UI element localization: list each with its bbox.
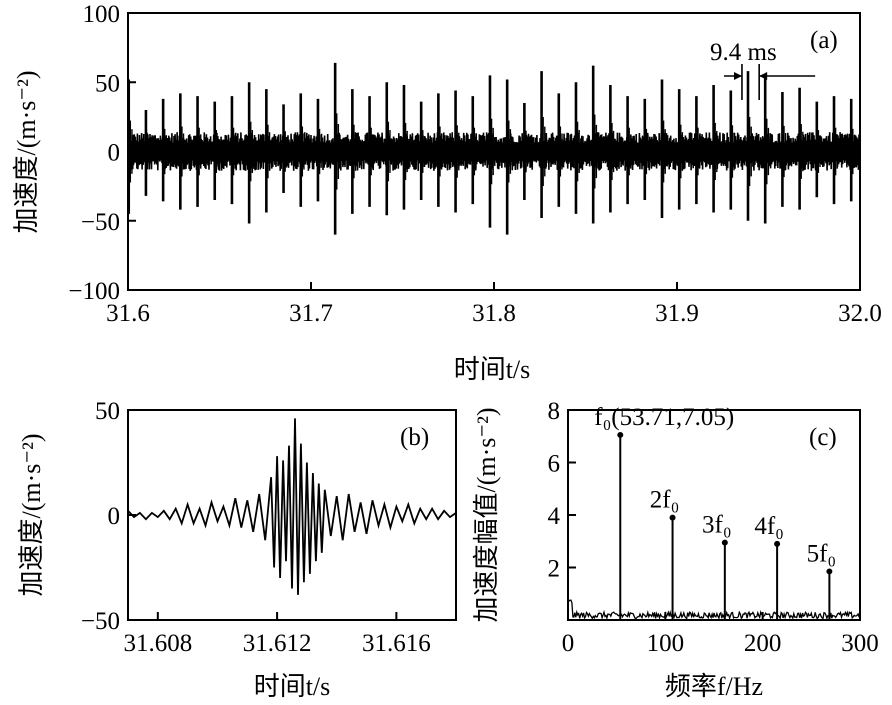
- panel-c-xtick-label: 100: [647, 630, 685, 657]
- panel-b-xtick-label: 31.608: [123, 630, 192, 657]
- harmonic-peak-label: 3f₀: [702, 512, 732, 539]
- harmonic-peak-marker: [721, 539, 728, 546]
- period-arrowhead-left: [733, 72, 742, 80]
- panel-b-xtick-label: 31.612: [243, 630, 312, 657]
- harmonic-peak-label: 5f₀: [807, 540, 837, 567]
- panel-a-ylabel: 加速度/(m·s⁻²): [12, 70, 41, 233]
- period-arrowhead-right: [759, 72, 768, 80]
- panel-a-ticks: 31.6 31.7 31.8 31.9 32.0 100 50 0 −50 −100: [68, 1, 881, 327]
- harmonic-peak-label: 2f₀: [650, 487, 680, 514]
- panel-a-xtick-label: 32.0: [838, 300, 882, 327]
- panel-b-ytick-label: −50: [81, 608, 120, 635]
- harmonic-peak-marker: [669, 514, 676, 521]
- panel-c-xlabel: 频率f/Hz: [665, 672, 763, 701]
- period-annotation: 9.4 ms: [710, 39, 816, 100]
- panel-b-label: (b): [400, 424, 429, 451]
- harmonic-peak-label: f₀(53.71,7.05): [594, 404, 734, 431]
- panel-a-xtick-label: 31.8: [472, 300, 516, 327]
- panel-a-xtick-label: 31.9: [655, 300, 699, 327]
- panel-b-ylabel: 加速度/(m·s⁻²): [17, 433, 46, 596]
- panel-b-xtick-label: 31.616: [362, 630, 431, 657]
- panel-c-ytick-label: 8: [548, 398, 561, 425]
- panel-c: f₀(53.71,7.05) 2f₀ 3f₀ 4f₀ 5f₀ 0 100 200 300 8 6 4…: [472, 398, 879, 701]
- spectrum-noise-floor: [567, 599, 861, 621]
- panel-b-ticks: 31.608 31.612 31.616 50 0 −50: [81, 398, 431, 657]
- panel-c-xtick-label: 300: [841, 630, 879, 657]
- panel-b-ytick-label: 0: [108, 503, 121, 530]
- panel-a-ytick-label: 0: [108, 140, 121, 167]
- harmonic-peak-marker: [617, 431, 624, 438]
- panel-c-ylabel: 加速度幅值/(m·s⁻²): [472, 407, 501, 622]
- panel-c-ytick-label: 2: [548, 556, 561, 583]
- panel-a-xtick-label: 31.6: [106, 300, 150, 327]
- panel-c-spectrum: f₀(53.71,7.05) 2f₀ 3f₀ 4f₀ 5f₀: [567, 404, 861, 621]
- panel-c-xtick-label: 200: [744, 630, 782, 657]
- panel-c-label: (c): [809, 424, 837, 451]
- panel-a-xlabel: 时间t/s: [454, 355, 531, 384]
- panel-c-ytick-label: 4: [548, 503, 561, 530]
- harmonic-peak-label: 4f₀: [754, 513, 784, 540]
- panel-b-signal: [127, 418, 457, 595]
- panel-c-xtick-label: 0: [562, 630, 575, 657]
- panel-a-ytick-label: 100: [83, 1, 121, 28]
- panel-c-ticks: 0 100 200 300 8 6 4 2: [548, 398, 879, 657]
- period-annotation-text: 9.4 ms: [710, 39, 777, 66]
- panel-a-label: (a): [810, 27, 838, 54]
- panel-a-signal: [127, 62, 861, 235]
- panel-b-ytick-label: 50: [95, 398, 120, 425]
- panel-a-ytick-label: −50: [81, 209, 120, 236]
- panel-b: 31.608 31.612 31.616 50 0 −50 (b) 时间t/s 加速度/(…: [17, 398, 457, 701]
- panel-a-ytick-label: −100: [68, 278, 120, 305]
- panel-a: 31.6 31.7 31.8 31.9 32.0 100 50 0 −50 −100 (a) 9.…: [12, 1, 882, 384]
- panel-c-ytick-label: 6: [548, 451, 561, 478]
- harmonic-peak-marker: [774, 540, 781, 547]
- panel-a-ytick-label: 50: [95, 70, 120, 97]
- panel-b-xlabel: 时间t/s: [254, 672, 331, 701]
- harmonic-peak-marker: [826, 568, 833, 575]
- panel-b-signal-line: [127, 418, 457, 595]
- panel-a-xtick-label: 31.7: [289, 300, 333, 327]
